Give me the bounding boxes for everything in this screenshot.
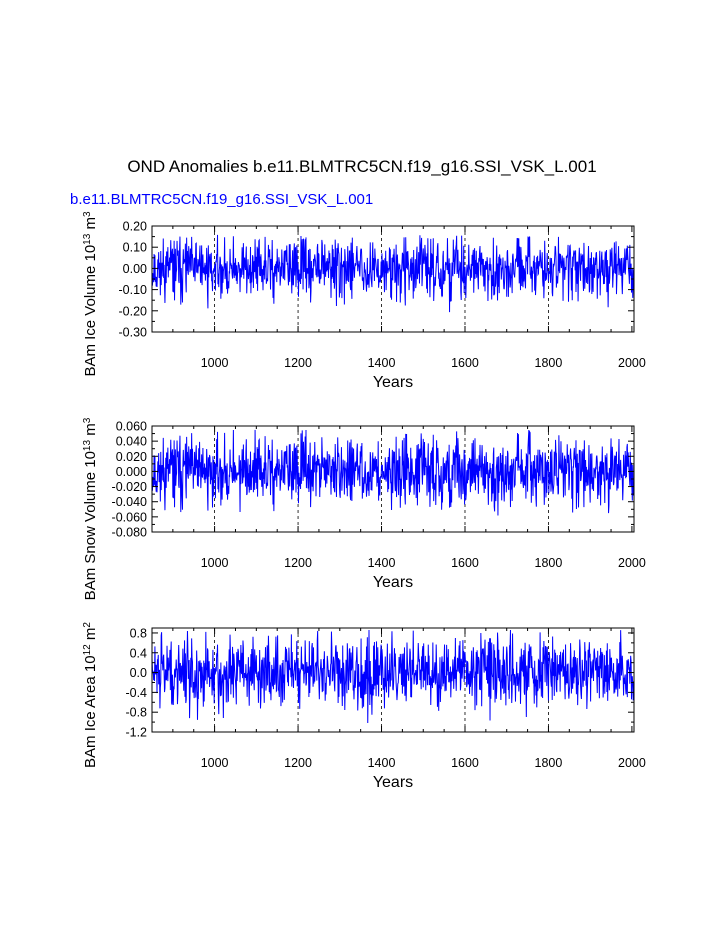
series-line [152,629,634,724]
chart-panel-3: 1000 1200 1400 1600 1800 2000 Years 0.8 0.4 0.0 -0… [82,622,646,791]
x-tick-label: 1400 [368,556,396,570]
x-tick-label: 1200 [284,356,312,370]
x-tick-label: 1600 [451,756,479,770]
y-tick-label: 0.10 [123,241,147,255]
x-tick-label: 1000 [201,556,229,570]
y-tick-label: -0.060 [112,510,147,524]
x-tick-label: 2000 [618,356,646,370]
chart-panels: 1000 1200 1400 1600 1800 2000 Years 0.20 0.10 0.0… [82,211,646,791]
x-tick-label: 2000 [618,756,646,770]
x-tick-label: 1600 [451,356,479,370]
x-tick-label: 1200 [284,756,312,770]
x-axis-label: Years [373,374,413,391]
x-tick-label: 2000 [618,556,646,570]
x-tick-label: 1400 [368,756,396,770]
chart-panel-2: 1000 1200 1400 1600 1800 2000Years0.0600.0400… [82,417,646,600]
y-axis-label: BAm Ice Area 1012 m2 [82,622,100,768]
x-tick-label: 1800 [535,556,563,570]
case-label: b.e11.BLMTRC5CN.f19_g16.SSI_VSK_L.001 [70,191,373,208]
y-tick-label: -0.080 [112,526,147,540]
y-axis-label: BAm Snow Volume 1013 m3 [82,417,100,600]
y-tick-label: 0.020 [116,450,147,464]
y-tick-label: -0.8 [125,706,147,720]
x-tick-label: 1400 [368,356,396,370]
chart-panel-1: 1000 1200 1400 1600 1800 2000 Years 0.20 0.10 0.0… [82,211,646,391]
y-tick-label: 0.060 [116,420,147,434]
series-line [152,429,634,516]
y-tick-label: 0.00 [123,262,147,276]
y-tick-label: 0.8 [130,626,147,640]
x-tick-label: 1000 [201,356,229,370]
series-line [152,234,634,313]
x-tick-label: 1800 [535,356,563,370]
figure-title: OND Anomalies b.e11.BLMTRC5CN.f19_g16.SS… [127,157,596,176]
x-tick-label: 1800 [535,756,563,770]
x-axis-label: Years [373,774,413,791]
y-tick-label: -0.10 [119,283,148,297]
y-tick-label: -0.30 [119,326,148,340]
y-tick-label: 0.4 [130,646,147,660]
x-tick-label: 1000 [201,756,229,770]
y-tick-label: -1.2 [125,726,147,740]
y-tick-label: 0.0 [130,666,147,680]
y-tick-label: 0.20 [123,220,147,234]
y-tick-label: 0.040 [116,435,147,449]
y-tick-label: -0.4 [125,686,147,700]
y-tick-label: -0.020 [112,480,147,494]
y-axis-label: BAm Ice Volume 1013 m3 [82,211,100,377]
plot-frame [151,627,635,733]
y-tick-label: 0.000 [116,465,147,479]
x-axis-label: Years [373,574,413,591]
y-tick-label: -0.040 [112,495,147,509]
y-tick-label: -0.20 [119,304,148,318]
x-tick-label: 1600 [451,556,479,570]
x-tick-label: 1200 [284,556,312,570]
